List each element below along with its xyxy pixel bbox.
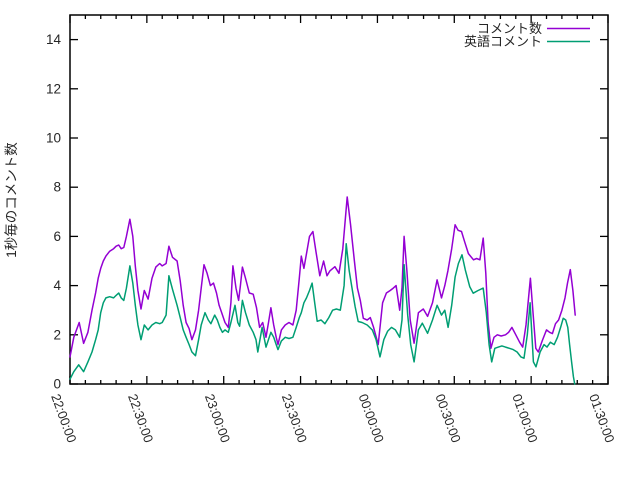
- legend-entry-label: コメント数: [477, 21, 542, 36]
- y-tick-label: 2: [53, 327, 61, 342]
- y-tick-label: 12: [46, 81, 61, 96]
- y-axis-title: 1秒毎のコメント数: [4, 142, 19, 258]
- y-tick-label: 10: [46, 131, 61, 146]
- series-line: [69, 243, 576, 385]
- y-tick-label: 14: [46, 32, 62, 47]
- y-tick-label: 0: [53, 377, 61, 392]
- series-line: [69, 196, 576, 358]
- legend-entry-label: 英語コメント: [464, 34, 542, 49]
- plot-frame: [69, 14, 609, 385]
- y-tick-label: 8: [53, 180, 61, 195]
- y-tick-label: 6: [53, 229, 61, 244]
- y-tick-label: 4: [53, 278, 61, 293]
